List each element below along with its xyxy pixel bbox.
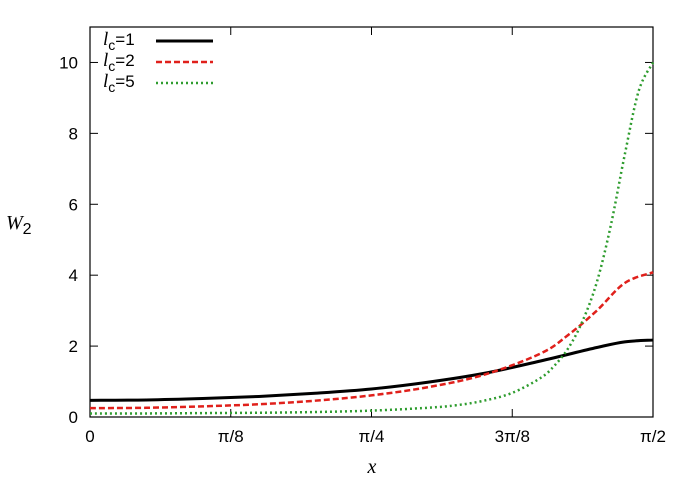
y-tick-label: 8 xyxy=(69,124,78,143)
y-tick-label: 2 xyxy=(69,337,78,356)
legend-label-3: lc=5 xyxy=(103,71,135,95)
tick-labels: 0 π/8 π/4 3π/8 π/2 0 2 4 6 8 10 xyxy=(59,53,666,446)
series-line-3 xyxy=(89,61,655,415)
legend-label-1: lc=1 xyxy=(103,29,135,53)
legend-label-2: lc=2 xyxy=(103,50,135,74)
y-tick-label: 0 xyxy=(69,408,78,427)
x-tick-label: π/2 xyxy=(640,427,666,446)
legend: lc=1lc=2lc=5 xyxy=(103,29,213,95)
series-lines xyxy=(89,61,655,415)
y-tick-label: 4 xyxy=(69,266,78,285)
x-tick-label: π/8 xyxy=(218,427,244,446)
y-axis-label-base: W xyxy=(6,212,25,234)
x-tick-label: 3π/8 xyxy=(495,427,530,446)
y-axis-label-sub: 2 xyxy=(23,221,32,238)
x-tick-label: 0 xyxy=(85,427,94,446)
series-line-2 xyxy=(89,271,654,410)
plot-frame xyxy=(89,26,654,418)
series-line-1 xyxy=(89,338,654,402)
y-tick-label: 6 xyxy=(69,195,78,214)
x-axis-label: x xyxy=(367,456,377,478)
y-tick-label: 10 xyxy=(59,53,78,72)
axis-ticks xyxy=(89,27,654,418)
y-axis-label: W2 xyxy=(6,212,32,238)
x-tick-label: π/4 xyxy=(359,427,385,446)
